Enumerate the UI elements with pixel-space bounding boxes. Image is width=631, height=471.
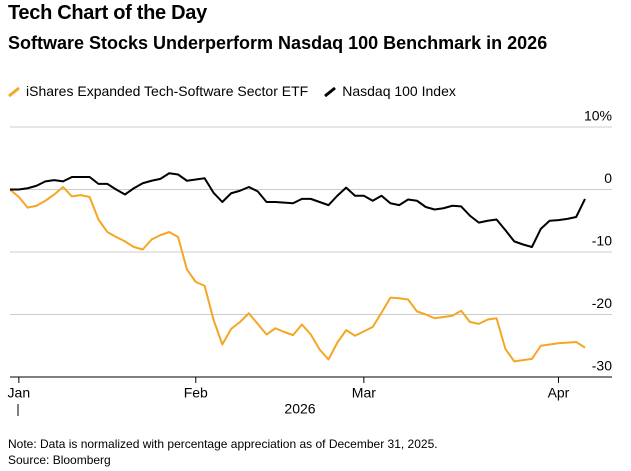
- chart-title: Tech Chart of the Day: [8, 2, 207, 24]
- legend-label: Nasdaq 100 Index: [342, 83, 456, 99]
- x-tick-label: Jan: [8, 385, 31, 401]
- y-tick-label: 0: [604, 170, 612, 186]
- note: Note: Data is normalized with percentage…: [8, 437, 438, 451]
- legend-item: Nasdaq 100 Index: [324, 83, 456, 99]
- source: Source: Bloomberg: [8, 453, 111, 467]
- legend-swatch: [324, 86, 337, 97]
- y-tick-label: 10%: [584, 108, 612, 124]
- x-tick-label: Mar: [352, 385, 376, 401]
- chart-subtitle: Software Stocks Underperform Nasdaq 100 …: [8, 33, 548, 53]
- series-line: [9, 186, 586, 363]
- x-tick-label: Feb: [184, 385, 208, 401]
- x-tick-label: Apr: [548, 385, 570, 401]
- x-axis-label: 2026: [284, 401, 315, 417]
- legend-label: iShares Expanded Tech-Software Sector ET…: [26, 83, 309, 99]
- series-line: [10, 172, 586, 248]
- y-tick-label: -30: [592, 358, 612, 374]
- y-tick-label: -20: [592, 295, 612, 311]
- legend: iShares Expanded Tech-Software Sector ET…: [8, 83, 456, 99]
- legend-swatch: [8, 86, 20, 97]
- legend-item: iShares Expanded Tech-Software Sector ET…: [8, 83, 308, 99]
- y-tick-label: -10: [592, 233, 612, 249]
